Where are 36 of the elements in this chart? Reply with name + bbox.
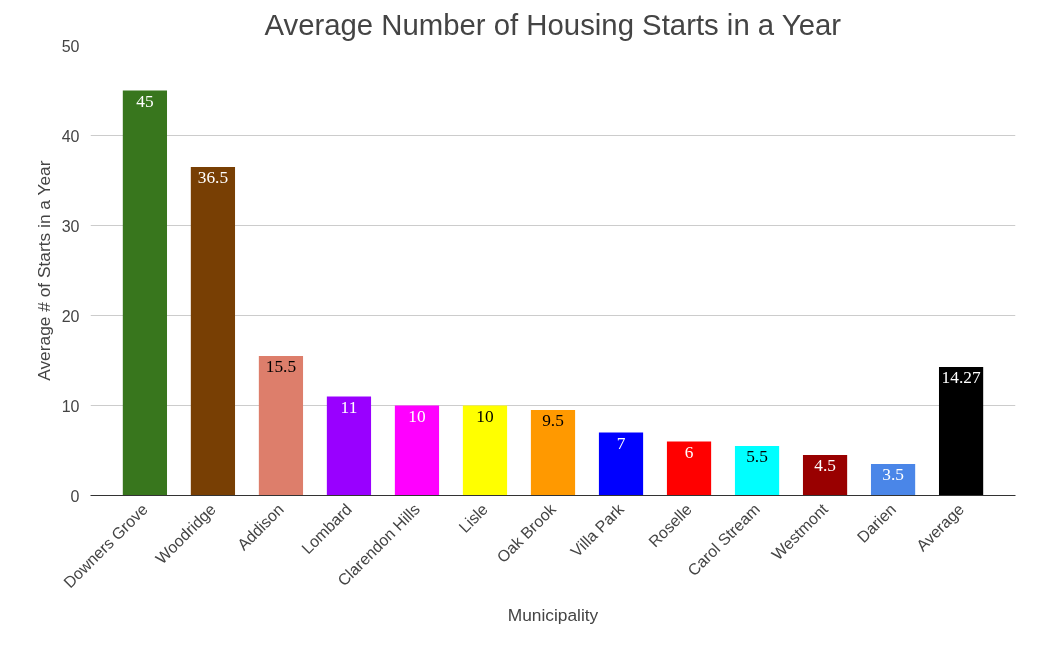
data-label: 36.5 [197,168,229,187]
x-tick-label: Lisle [455,500,492,536]
data-label: 10 [476,406,494,426]
bar [530,410,576,496]
bar [870,464,916,496]
data-label: 4.5 [814,456,836,475]
bar [190,167,236,496]
bar [326,396,372,496]
bar [122,90,168,496]
y-axis-title: Average # of Starts in a Year [33,160,54,381]
y-tick-label: 50 [61,37,80,55]
data-label: 9.5 [542,411,564,430]
bar [598,432,644,496]
data-label: 15.5 [265,357,297,376]
x-axis-title: Municipality [507,605,599,626]
data-label: 7 [616,433,626,453]
bar [938,367,984,496]
data-label: 3.5 [882,465,904,484]
data-label: 14.27 [941,368,981,388]
y-tick-label: 40 [61,127,80,145]
bar [462,405,508,496]
data-label: 11 [340,397,358,417]
y-tick-label: 20 [61,307,80,325]
chart-title: Average Number of Housing Starts in a Year [264,7,842,41]
y-tick-label: 10 [61,397,80,415]
data-label: 6 [684,442,694,462]
data-label: 10 [408,406,426,426]
bar [666,441,712,496]
y-tick-label: 0 [70,487,80,505]
bar [394,405,440,496]
data-label: 5.5 [746,447,768,466]
bar [258,356,304,496]
bar [734,446,780,496]
bar [802,455,848,496]
y-tick-label: 30 [61,217,80,235]
data-label: 45 [136,91,154,111]
